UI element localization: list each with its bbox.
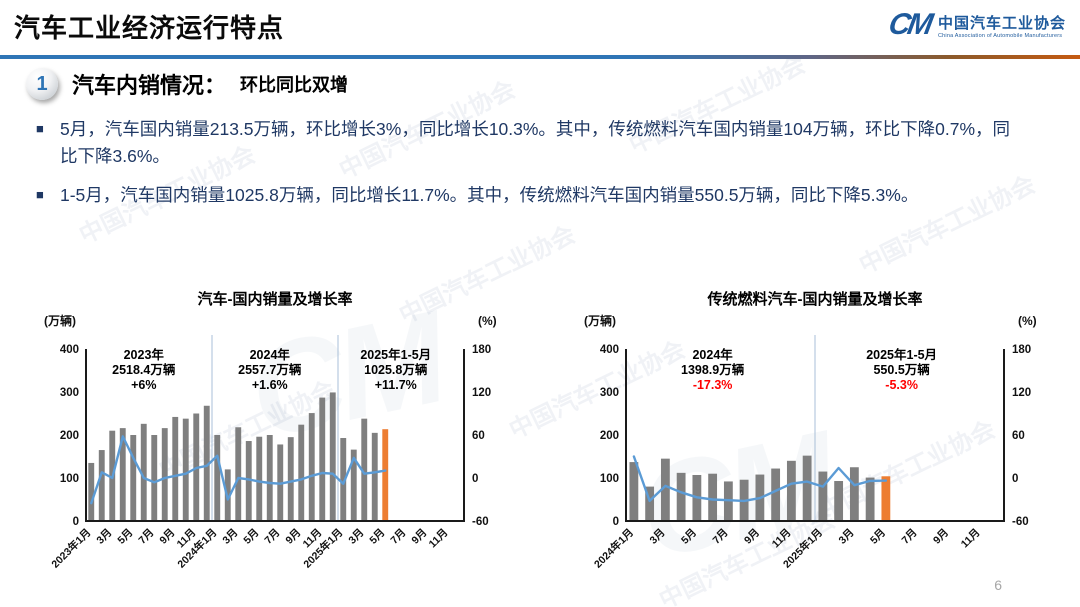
- section-title: 汽车内销情况：: [72, 73, 227, 98]
- svg-text:(%): (%): [478, 314, 497, 328]
- caam-logo-subname: China Association of Automobile Manufact…: [937, 32, 1063, 39]
- svg-text:(万辆): (万辆): [584, 313, 616, 328]
- svg-text:400: 400: [600, 344, 619, 356]
- svg-text:300: 300: [60, 387, 79, 399]
- svg-text:5月: 5月: [367, 527, 387, 547]
- svg-text:7月: 7月: [136, 527, 156, 547]
- svg-text:1398.9万辆: 1398.9万辆: [681, 362, 745, 377]
- svg-text:9月: 9月: [283, 527, 303, 547]
- svg-text:9月: 9月: [409, 527, 429, 547]
- svg-text:2025年1-5月: 2025年1-5月: [866, 347, 937, 362]
- svg-text:400: 400: [60, 344, 79, 356]
- svg-text:(万辆): (万辆): [44, 313, 76, 328]
- chart-fuel-vehicle-domestic-sales: 传统燃料汽车-国内销量及增长率 (万辆) (%) 0 100 200 300 400 -60 0…: [580, 288, 1050, 601]
- svg-text:100: 100: [60, 473, 79, 485]
- caam-logo-icon: CM: [886, 8, 933, 41]
- svg-text:-5.3%: -5.3%: [885, 378, 918, 392]
- svg-text:-17.3%: -17.3%: [693, 378, 733, 392]
- bullet-text-may: 5月，汽车国内销量213.5万辆，环比增长3%，同比增长10.3%。其中，传统燃…: [60, 119, 1011, 167]
- bullet-square-icon: ■: [36, 187, 44, 203]
- page-number: 6: [994, 577, 1002, 593]
- section-number-badge: 1: [26, 68, 58, 100]
- chart-fuel-vehicle-domestic-sales-plot: (万辆) (%) 0 100 200 300 400 -60 0 60 120 180 2024年1月 3…: [584, 313, 1037, 571]
- bullet-square-icon: ■: [36, 121, 44, 136]
- svg-text:+6%: +6%: [131, 378, 156, 392]
- svg-text:11月: 11月: [959, 527, 983, 551]
- bullet-text-ytd: 1-5月，汽车国内销量1025.8万辆，同比增长11.7%。其中，传统燃料汽车国…: [60, 185, 919, 206]
- svg-text:2023年1月: 2023年1月: [49, 526, 94, 571]
- svg-text:200: 200: [600, 430, 619, 442]
- svg-text:3月: 3月: [647, 527, 667, 547]
- header-divider: [0, 55, 1080, 59]
- section-heading: 1 汽车内销情况： 环比同比双增: [26, 68, 348, 100]
- svg-text:100: 100: [600, 473, 619, 485]
- svg-text:120: 120: [472, 387, 491, 399]
- svg-text:11月: 11月: [770, 527, 794, 551]
- svg-text:5月: 5月: [115, 527, 135, 547]
- svg-text:2518.4万辆: 2518.4万辆: [112, 362, 176, 377]
- slide-header: 汽车工业经济运行特点 CM 中国汽车工业协会 China Association…: [0, 4, 1080, 54]
- svg-text:-60: -60: [1012, 516, 1029, 528]
- svg-text:2024年: 2024年: [250, 347, 291, 362]
- bullet-item-may: ■ 5月，汽车国内销量213.5万辆，环比增长3%，同比增长10.3%。其中，传…: [36, 116, 1026, 170]
- svg-text:7月: 7月: [899, 527, 919, 547]
- svg-text:9月: 9月: [157, 527, 177, 547]
- svg-text:180: 180: [472, 344, 491, 356]
- charts-row: 汽车-国内销量及增长率 (万辆) (%) 0 100 200 300 400 -60 0 60 12…: [40, 288, 1050, 601]
- svg-text:9月: 9月: [931, 527, 951, 547]
- svg-text:7月: 7月: [710, 527, 730, 547]
- section-subtitle: 环比同比双增: [240, 75, 349, 95]
- svg-text:3月: 3月: [346, 527, 366, 547]
- chart-auto-domestic-sales: 汽车-国内销量及增长率 (万辆) (%) 0 100 200 300 400 -60 0 60 12…: [40, 288, 510, 601]
- svg-text:3月: 3月: [94, 527, 114, 547]
- svg-text:0: 0: [73, 516, 79, 528]
- svg-text:2024年: 2024年: [692, 347, 733, 362]
- svg-text:7月: 7月: [262, 527, 282, 547]
- svg-text:60: 60: [1012, 430, 1025, 442]
- svg-text:+1.6%: +1.6%: [252, 378, 288, 392]
- svg-text:0: 0: [613, 516, 619, 528]
- svg-text:9月: 9月: [742, 527, 762, 547]
- svg-text:1025.8万辆: 1025.8万辆: [364, 362, 428, 377]
- svg-text:0: 0: [1012, 473, 1018, 485]
- svg-text:(%): (%): [1018, 314, 1037, 328]
- bullet-list: ■ 5月，汽车国内销量213.5万辆，环比增长3%，同比增长10.3%。其中，传…: [36, 116, 1026, 221]
- svg-text:5月: 5月: [679, 527, 699, 547]
- svg-text:3月: 3月: [220, 527, 240, 547]
- svg-text:60: 60: [472, 430, 485, 442]
- page-title: 汽车工业经济运行特点: [14, 13, 285, 43]
- svg-text:0: 0: [472, 473, 478, 485]
- svg-text:550.5万辆: 550.5万辆: [873, 362, 930, 377]
- caam-logo-name: 中国汽车工业协会: [937, 14, 1066, 32]
- svg-text:200: 200: [60, 430, 79, 442]
- svg-text:2024年1月: 2024年1月: [591, 526, 636, 571]
- chart-title-auto: 汽车-国内销量及增长率: [197, 291, 353, 308]
- svg-text:2023年: 2023年: [124, 347, 165, 362]
- svg-text:2557.7万辆: 2557.7万辆: [238, 362, 302, 377]
- svg-text:-60: -60: [472, 516, 489, 528]
- svg-text:+11.7%: +11.7%: [375, 378, 417, 392]
- chart-title-fuel: 传统燃料汽车-国内销量及增长率: [707, 291, 923, 308]
- svg-text:120: 120: [1012, 387, 1031, 399]
- caam-logo: CM 中国汽车工业协会 China Association of Automob…: [886, 8, 1066, 41]
- svg-text:300: 300: [600, 387, 619, 399]
- svg-text:5月: 5月: [241, 527, 261, 547]
- svg-text:11月: 11月: [427, 527, 451, 551]
- bullet-item-ytd: ■ 1-5月，汽车国内销量1025.8万辆，同比增长11.7%。其中，传统燃料汽…: [36, 182, 1026, 209]
- svg-text:2025年1-5月: 2025年1-5月: [360, 347, 431, 362]
- svg-text:3月: 3月: [836, 527, 856, 547]
- svg-text:5月: 5月: [868, 527, 888, 547]
- svg-text:180: 180: [1012, 344, 1031, 356]
- svg-text:7月: 7月: [388, 527, 408, 547]
